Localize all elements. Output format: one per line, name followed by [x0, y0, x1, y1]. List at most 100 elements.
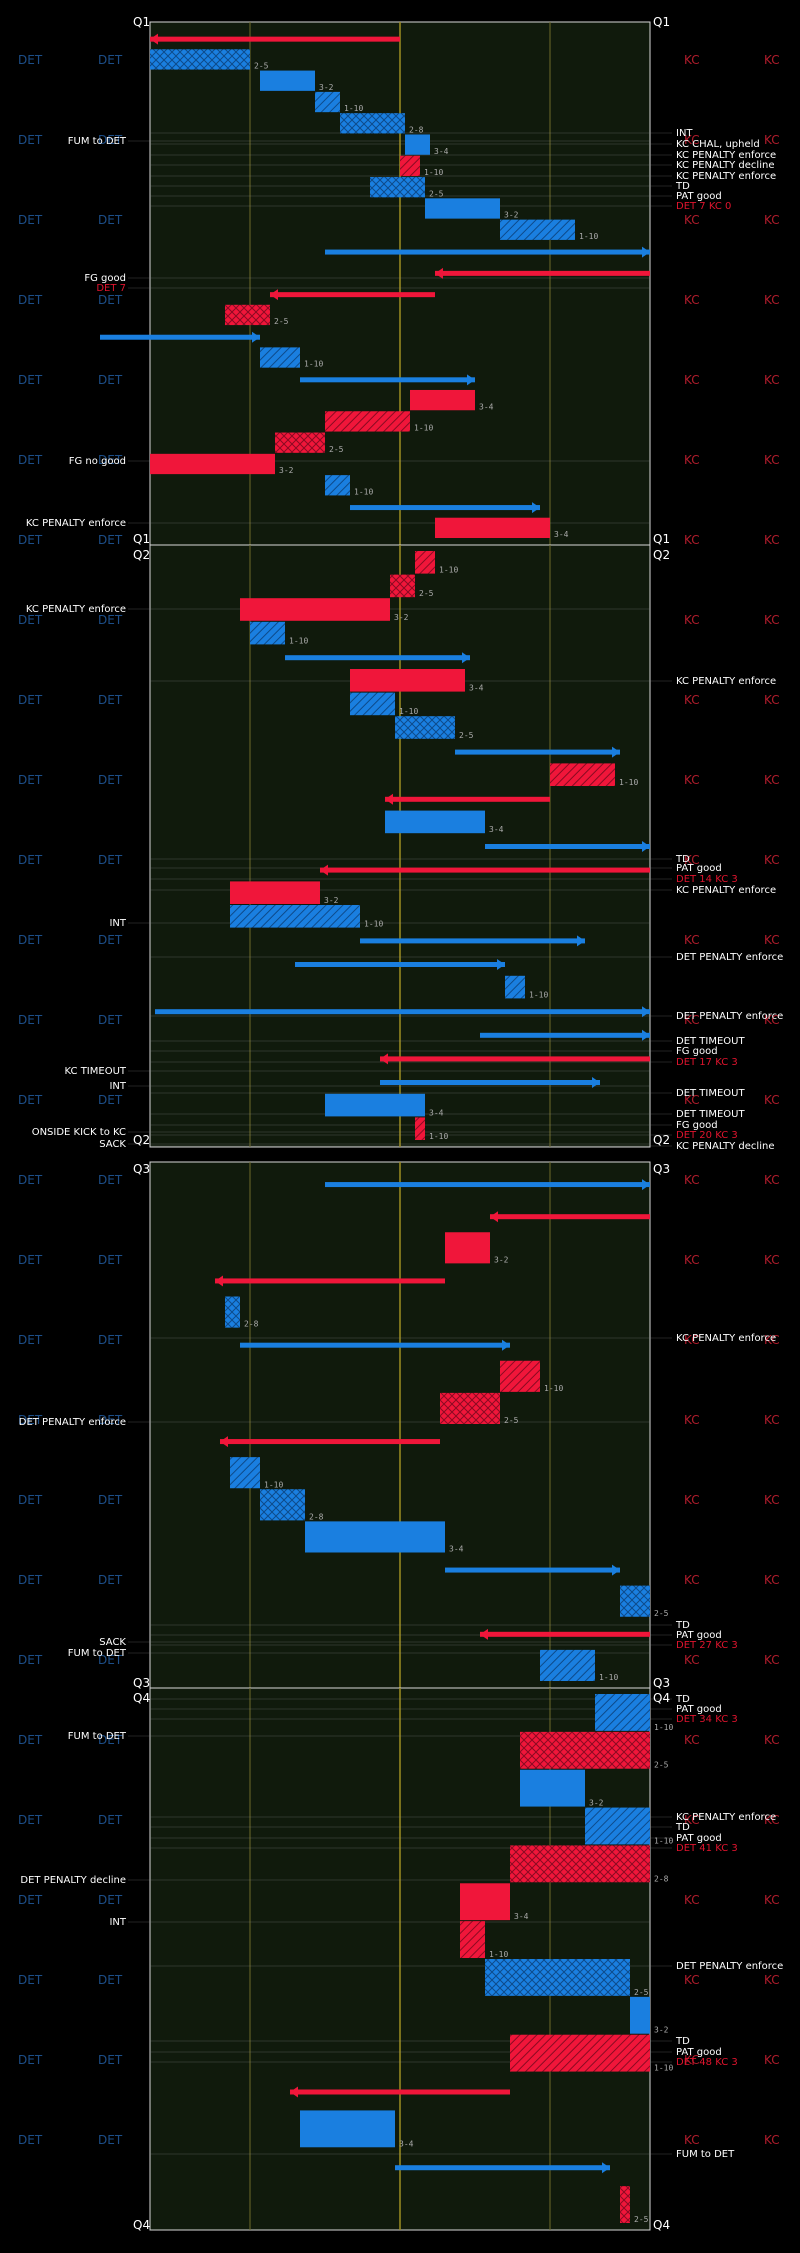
drive-arrow-shaft — [380, 1080, 600, 1085]
drive-arrow-head — [612, 1564, 620, 1576]
team-label-det: DET — [98, 1413, 123, 1427]
down-distance-label: 2-5 — [634, 1988, 649, 1997]
team-label-det: DET — [98, 133, 123, 147]
team-label-det: DET — [18, 1493, 43, 1507]
team-label-kc: KC — [764, 2053, 780, 2067]
team-label-kc: KC — [764, 1573, 780, 1587]
drive-arrow-head — [642, 246, 650, 258]
drive-arrow-head — [150, 33, 158, 45]
down-distance-label: 3-2 — [279, 466, 294, 475]
down-distance-label: 1-10 — [264, 1480, 283, 1489]
quarter-label-right: Q3 — [653, 1162, 670, 1176]
left-event-label: FG good — [84, 273, 126, 284]
team-label-kc: KC — [764, 373, 780, 387]
drive-play-bar — [325, 411, 410, 432]
drive-arrow-shaft — [100, 334, 260, 340]
team-label-kc: KC — [684, 533, 700, 547]
right-event-label: FG good — [676, 1120, 718, 1131]
left-event-label: KC PENALTY enforce — [26, 604, 126, 615]
down-distance-label: 3-4 — [489, 825, 504, 834]
team-label-det: DET — [98, 1973, 123, 1987]
down-distance-label: 1-10 — [544, 1384, 563, 1393]
drive-arrow-shaft — [435, 270, 650, 276]
drive-play-bar — [225, 1296, 240, 1328]
down-distance-label: 1-10 — [289, 636, 308, 645]
drive-play-bar — [395, 716, 455, 739]
drive-arrow-shaft — [445, 1567, 620, 1573]
left-event-label: FUM to DET — [68, 1648, 127, 1659]
down-distance-label: 2-5 — [329, 445, 344, 454]
team-label-kc: KC — [764, 1813, 780, 1827]
drive-arrow-head — [290, 2086, 298, 2098]
drive-arrow-head — [642, 1029, 650, 1041]
drive-play-bar — [585, 1807, 650, 1845]
team-label-kc: KC — [764, 1493, 780, 1507]
down-distance-label: 1-10 — [414, 424, 433, 433]
team-label-det: DET — [98, 933, 123, 947]
down-distance-label: 3-4 — [554, 530, 569, 539]
drive-play-bar — [540, 1649, 595, 1681]
team-label-kc: KC — [764, 293, 780, 307]
team-label-det: DET — [18, 453, 43, 467]
drive-play-bar — [435, 517, 550, 538]
drive-play-bar — [550, 763, 615, 786]
score-label: DET 27 KC 3 — [676, 1640, 738, 1651]
event-lines-layer — [128, 132, 672, 2155]
team-label-det: DET — [18, 933, 43, 947]
team-label-det: DET — [98, 1493, 123, 1507]
drive-arrow-shaft — [290, 2089, 510, 2095]
team-label-det: DET — [98, 1253, 123, 1267]
down-distance-label: 2-5 — [459, 731, 474, 740]
drive-play-bar — [300, 2110, 395, 2148]
drive-arrow-head — [380, 1053, 388, 1065]
drive-play-bar — [240, 598, 390, 621]
team-label-det: DET — [18, 1093, 43, 1107]
drive-arrow-head — [642, 1006, 650, 1018]
down-distance-label: 3-4 — [479, 402, 494, 411]
drive-arrow-head — [502, 1339, 510, 1351]
left-event-label: INT — [109, 1081, 126, 1092]
right-event-label: KC PENALTY enforce — [676, 171, 776, 182]
left-event-label: KC PENALTY enforce — [26, 518, 126, 529]
team-label-kc: KC — [764, 1973, 780, 1987]
down-distance-label: 2-8 — [244, 1320, 259, 1329]
drive-play-bar — [260, 1489, 305, 1521]
team-label-kc: KC — [684, 1733, 700, 1747]
right-event-label: TD — [675, 854, 690, 865]
drive-arrow-shaft — [285, 655, 470, 661]
team-label-kc: KC — [764, 1013, 780, 1027]
team-label-kc: KC — [764, 1093, 780, 1107]
team-label-kc: KC — [684, 1973, 700, 1987]
team-label-kc: KC — [764, 2133, 780, 2147]
quarter-label-left: Q2 — [133, 548, 150, 562]
down-distance-label: 1-10 — [354, 487, 373, 496]
quarter-label-right: Q4 — [653, 1691, 670, 1705]
team-label-det: DET — [98, 1093, 123, 1107]
drive-arrow-shaft — [155, 1009, 650, 1015]
team-label-det: DET — [98, 1733, 123, 1747]
team-label-det: DET — [98, 613, 123, 627]
drive-play-bar — [425, 198, 500, 219]
drive-play-bar — [440, 1392, 500, 1424]
drive-play-bar — [505, 975, 525, 999]
team-label-det: DET — [18, 1653, 43, 1667]
drive-play-bar — [340, 113, 405, 134]
team-label-kc: KC — [684, 213, 700, 227]
down-distance-label: 3-4 — [449, 1545, 464, 1554]
down-distance-label: 3-2 — [324, 896, 339, 905]
right-event-label: KC PENALTY enforce — [676, 1812, 776, 1823]
drive-arrow-shaft — [350, 505, 540, 511]
drive-arrow-head — [642, 841, 650, 852]
left-event-label: FG no good — [69, 456, 126, 467]
drive-arrow-head — [577, 935, 585, 947]
drive-play-bar — [390, 574, 415, 598]
down-distance-label: 1-10 — [304, 360, 323, 369]
drive-play-bar — [260, 70, 315, 91]
team-label-det: DET — [98, 293, 123, 307]
team-label-det: DET — [18, 853, 43, 867]
down-distance-label: 2-8 — [654, 1874, 669, 1883]
drive-play-bar — [500, 219, 575, 240]
drive-arrow-shaft — [360, 938, 585, 944]
team-label-det: DET — [18, 373, 43, 387]
